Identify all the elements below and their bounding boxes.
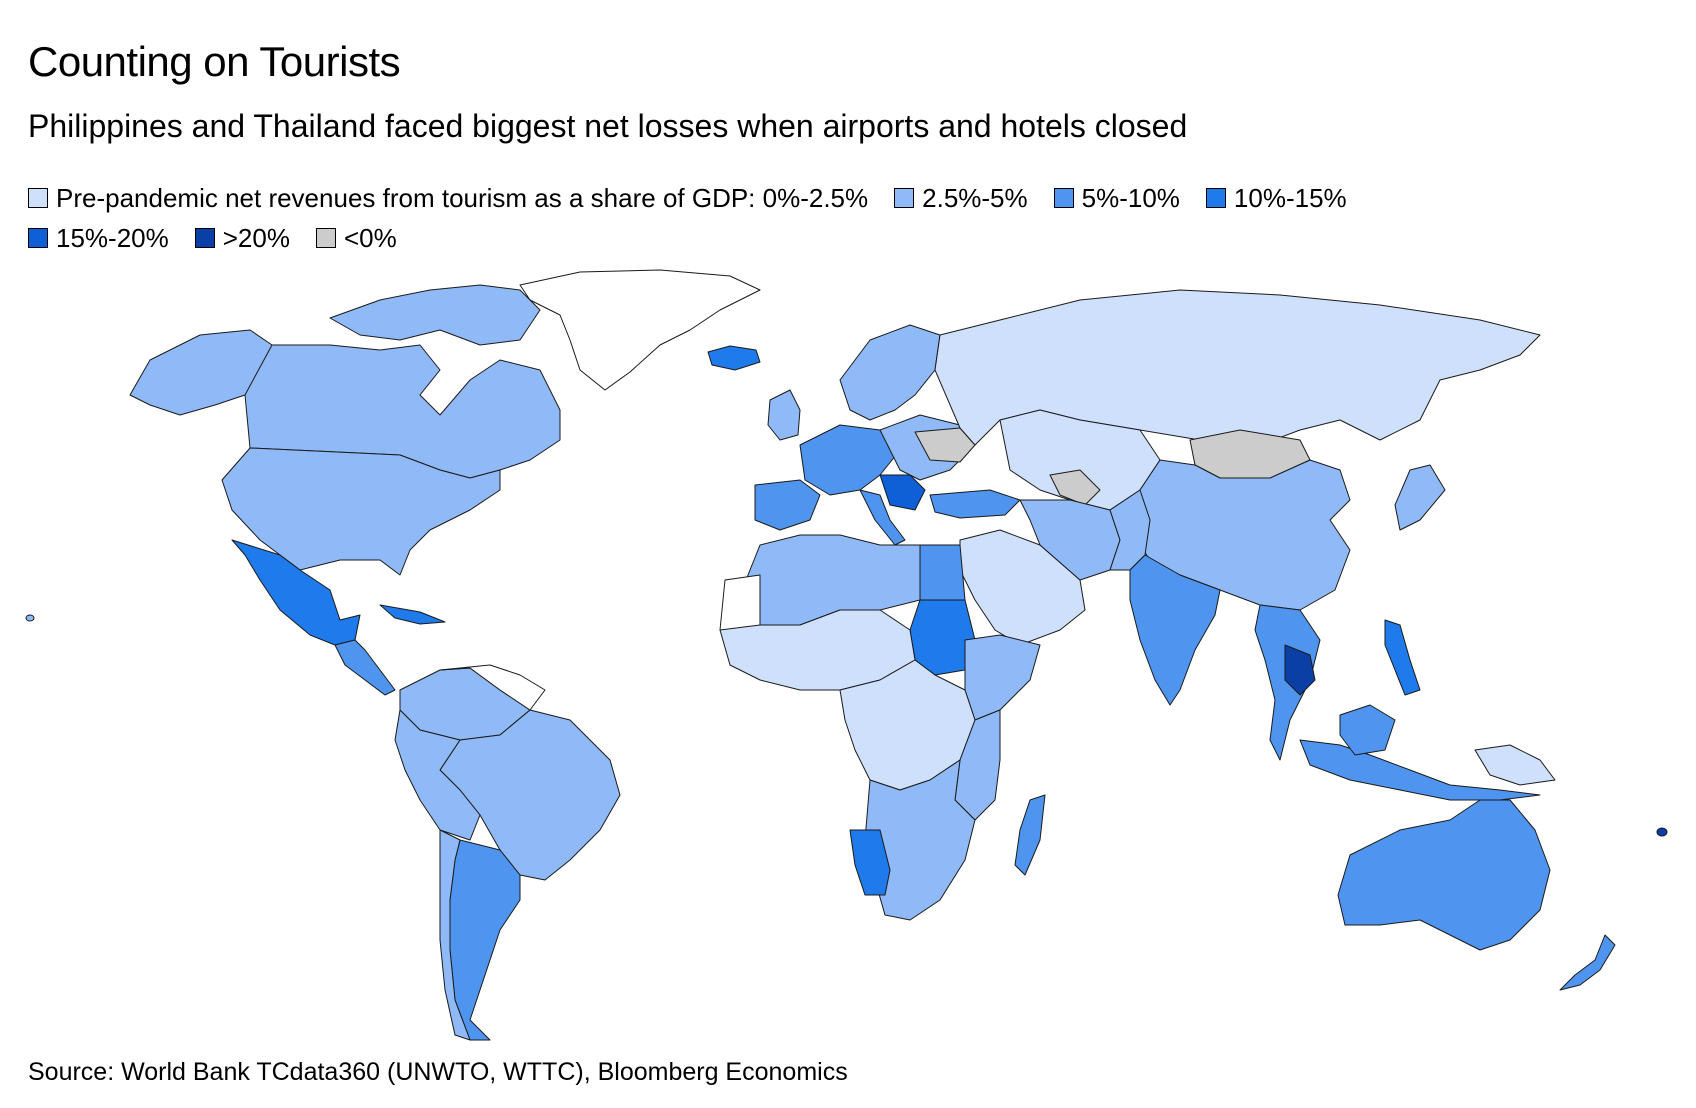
region-indonesia (1299, 739, 1541, 801)
region-uk (767, 389, 801, 441)
region-ukraine (914, 427, 976, 463)
region-japan (1394, 464, 1446, 531)
legend-swatch-10-15 (1205, 188, 1226, 208)
region-peru-bolivia (394, 709, 481, 841)
source-note: Source: World Bank TCdata360 (UNWTO, WTT… (28, 1058, 848, 1086)
region-iceland (707, 345, 761, 371)
legend: Pre-pandemic net revenues from tourism a… (28, 178, 1668, 258)
region-new-zealand (1559, 934, 1616, 991)
region-philippines (1384, 619, 1421, 696)
legend-swatch-0-2.5 (28, 188, 48, 208)
legend-swatch-5-10 (1053, 188, 1074, 208)
chart-subtitle: Philippines and Thailand faced biggest n… (28, 108, 1188, 144)
legend-label-5-10: 5%-10% (1081, 183, 1180, 213)
region-argentina (449, 839, 521, 1041)
legend-item-10-15: 10%-15% (1205, 178, 1347, 218)
region-egypt (919, 544, 966, 601)
region-iberia (754, 479, 821, 531)
legend-label-2.5-5: 2.5%-5% (922, 183, 1028, 213)
legend-row-1: Pre-pandemic net revenues from tourism a… (28, 178, 1668, 218)
region-chile (439, 829, 471, 1041)
legend-item-over-20: >20% (194, 218, 290, 258)
region-usa (221, 447, 501, 576)
legend-label-15-20: 15%-20% (56, 223, 169, 253)
region-borneo (1339, 704, 1396, 756)
legend-swatch-15-20 (28, 228, 48, 248)
region-fiji (1656, 827, 1668, 837)
region-turkey (929, 489, 1021, 519)
region-australia (1337, 799, 1551, 951)
region-thailand (1284, 644, 1316, 696)
world-map (25, 269, 1668, 1041)
region-north-africa (739, 534, 921, 626)
region-hawaii (25, 614, 35, 622)
legend-item-negative: <0% (315, 218, 397, 258)
legend-item-15-20: 15%-20% (28, 218, 169, 258)
region-papua (1474, 744, 1556, 786)
region-namibia (849, 829, 891, 896)
region-greenland (519, 269, 761, 391)
legend-label-negative: <0% (343, 223, 397, 253)
region-horn-of-africa (964, 634, 1041, 721)
region-venezuela (439, 664, 546, 711)
region-arabia (959, 529, 1086, 646)
chart-title: Counting on Tourists (28, 38, 401, 85)
region-scandinavia (839, 324, 941, 421)
region-italy (859, 489, 906, 546)
legend-item-0-2.5: Pre-pandemic net revenues from tourism a… (28, 178, 868, 218)
legend-label-over-20: >20% (222, 223, 290, 253)
legend-label-10-15: 10%-15% (1233, 183, 1347, 213)
legend-item-2.5-5: 2.5%-5% (894, 178, 1028, 218)
legend-item-5-10: 5%-10% (1053, 178, 1180, 218)
region-caribbean (379, 604, 446, 625)
legend-swatch-over-20 (194, 228, 215, 248)
legend-row-2: 15%-20% >20% <0% (28, 218, 1668, 258)
region-canada-islands (329, 284, 541, 346)
legend-label-0-2.5: Pre-pandemic net revenues from tourism a… (56, 183, 869, 213)
legend-swatch-negative (315, 228, 336, 248)
region-balkans (879, 474, 926, 511)
region-india (1129, 554, 1221, 706)
region-central-america (334, 639, 396, 696)
region-madagascar (1014, 794, 1046, 876)
region-uzbekistan (1049, 469, 1101, 506)
legend-swatch-2.5-5 (894, 188, 915, 208)
